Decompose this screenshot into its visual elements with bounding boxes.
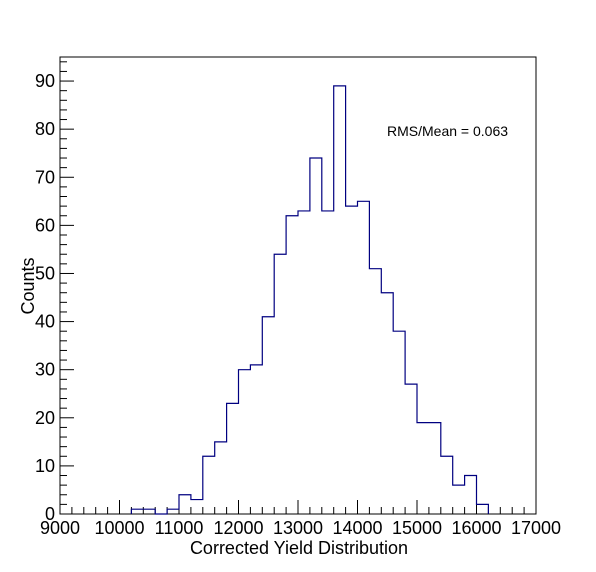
y-tick-label: 90	[35, 71, 55, 91]
y-axis-ticks: 0 10 20 30 40 50 60 70 80 90	[35, 61, 74, 524]
x-tick-label: 13000	[273, 518, 323, 538]
y-tick-label: 0	[45, 504, 55, 524]
x-tick-label: 15000	[392, 518, 442, 538]
y-tick-label: 40	[35, 312, 55, 332]
y-tick-label: 10	[35, 456, 55, 476]
x-tick-label: 17000	[511, 518, 561, 538]
histogram-series-line	[130, 85, 489, 515]
x-tick-label: 14000	[332, 518, 382, 538]
x-tick-label: 12000	[213, 518, 263, 538]
y-tick-label: 30	[35, 360, 55, 380]
y-tick-label: 60	[35, 215, 55, 235]
x-axis-title: Corrected Yield Distribution	[190, 538, 408, 558]
y-tick-label: 50	[35, 263, 55, 283]
annotation-rms-mean: RMS/Mean = 0.063	[387, 123, 508, 139]
x-axis-ticks: 9000 10000 11000 12000 13000 14000 15000 16000 1…	[40, 500, 561, 538]
y-axis-title: Counts	[18, 257, 38, 314]
x-tick-label: 11000	[155, 518, 204, 538]
y-tick-label: 80	[35, 119, 55, 139]
y-tick-label: 70	[35, 167, 55, 187]
y-tick-label: 20	[35, 408, 55, 428]
x-tick-label: 16000	[451, 518, 501, 538]
x-tick-label: 10000	[94, 518, 144, 538]
x-tick-label: 9000	[40, 518, 80, 538]
